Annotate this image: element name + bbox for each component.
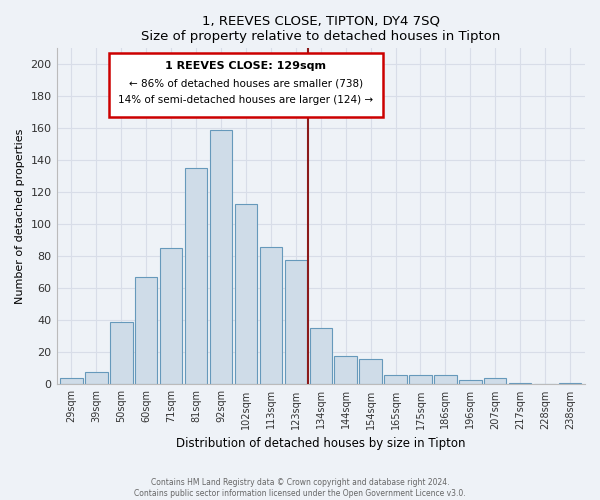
Bar xyxy=(110,322,133,384)
FancyBboxPatch shape xyxy=(109,53,383,117)
Bar xyxy=(135,277,157,384)
Bar xyxy=(260,247,282,384)
Text: Contains HM Land Registry data © Crown copyright and database right 2024.
Contai: Contains HM Land Registry data © Crown c… xyxy=(134,478,466,498)
Bar xyxy=(559,383,581,384)
Title: 1, REEVES CLOSE, TIPTON, DY4 7SQ
Size of property relative to detached houses in: 1, REEVES CLOSE, TIPTON, DY4 7SQ Size of… xyxy=(141,15,500,43)
Bar xyxy=(60,378,83,384)
Bar xyxy=(160,248,182,384)
Bar xyxy=(509,383,532,384)
X-axis label: Distribution of detached houses by size in Tipton: Distribution of detached houses by size … xyxy=(176,437,466,450)
Bar xyxy=(359,359,382,384)
Bar xyxy=(310,328,332,384)
Bar xyxy=(434,375,457,384)
Bar xyxy=(235,204,257,384)
Bar xyxy=(385,375,407,384)
Bar xyxy=(185,168,208,384)
Bar xyxy=(210,130,232,384)
Text: 14% of semi-detached houses are larger (124) →: 14% of semi-detached houses are larger (… xyxy=(118,94,374,104)
Text: ← 86% of detached houses are smaller (738): ← 86% of detached houses are smaller (73… xyxy=(129,78,363,88)
Bar xyxy=(484,378,506,384)
Y-axis label: Number of detached properties: Number of detached properties xyxy=(15,128,25,304)
Bar xyxy=(284,260,307,384)
Bar xyxy=(409,375,431,384)
Bar xyxy=(459,380,482,384)
Text: 1 REEVES CLOSE: 129sqm: 1 REEVES CLOSE: 129sqm xyxy=(166,61,326,71)
Bar xyxy=(85,372,107,384)
Bar xyxy=(334,356,357,384)
